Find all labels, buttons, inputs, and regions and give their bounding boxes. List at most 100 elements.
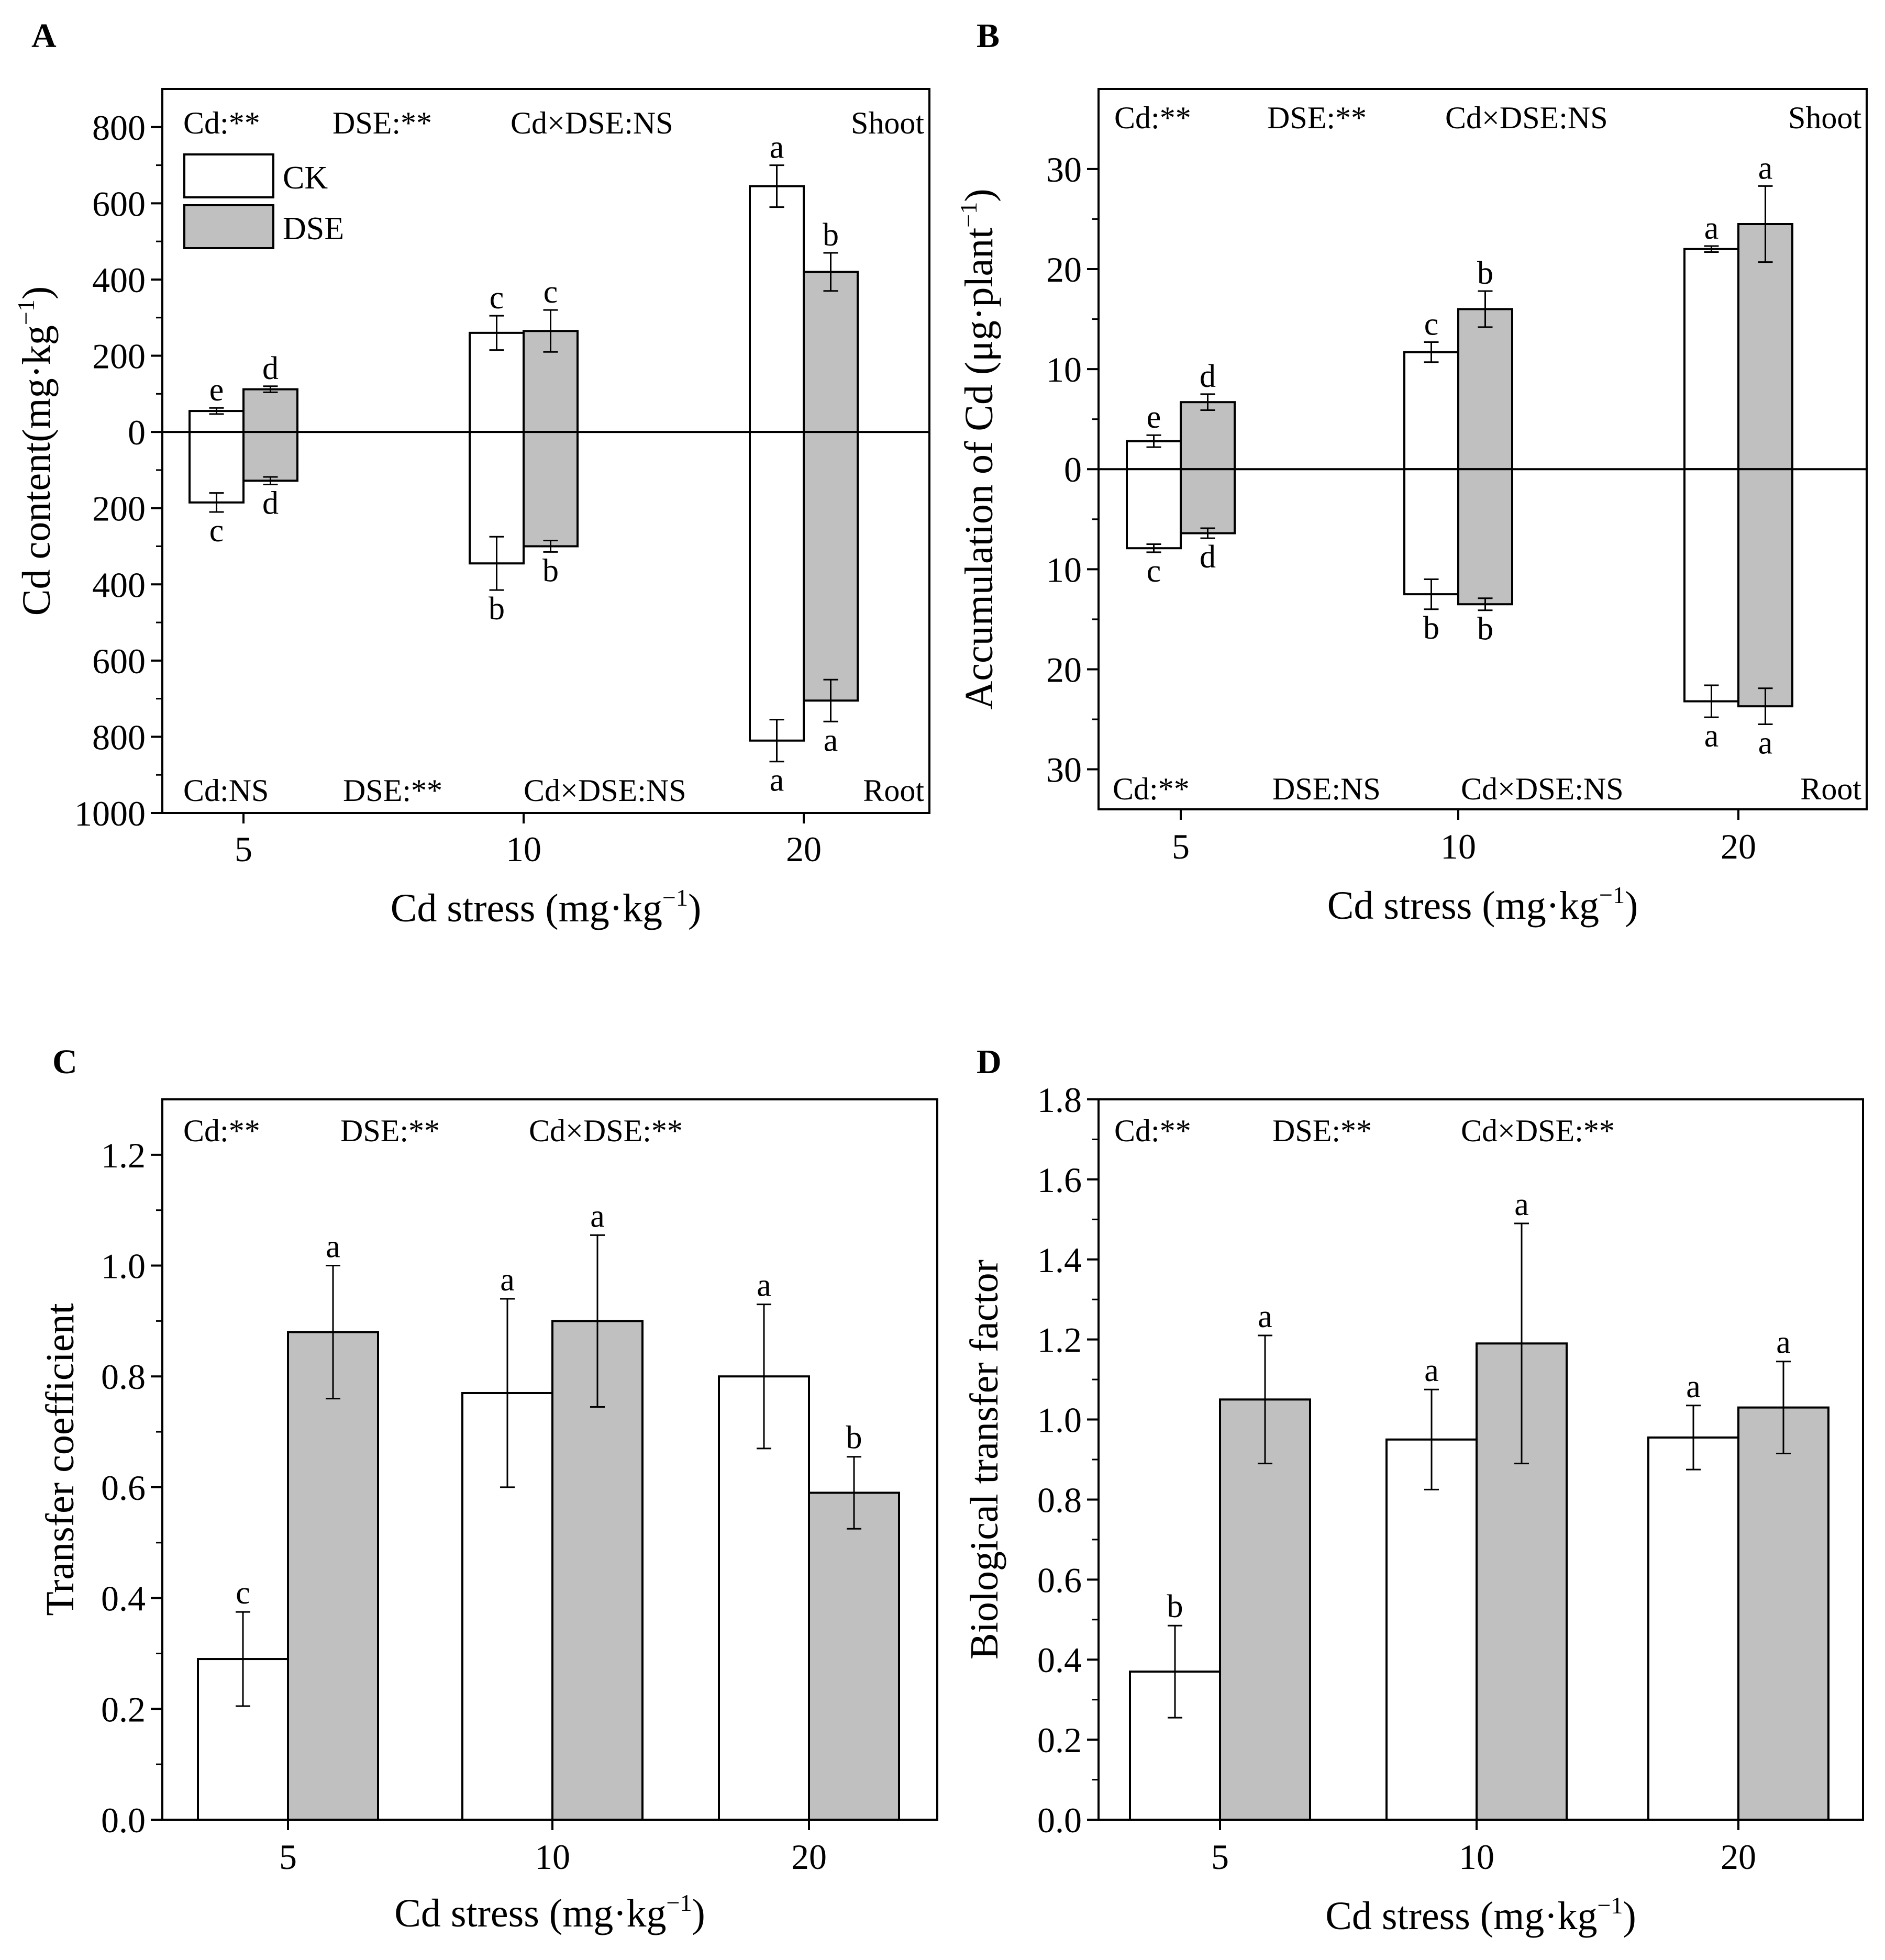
y-tick-label: 0.6 — [1037, 1560, 1082, 1600]
bar-dse — [287, 1331, 379, 1821]
x-tick-label: 10 — [535, 1837, 570, 1877]
sig-letter: a — [770, 130, 784, 165]
stat-label-top: Cd×DSE:NS — [511, 106, 673, 140]
bar-ck-shoot — [1683, 248, 1739, 471]
stat-label-top: DSE:** — [1267, 101, 1367, 135]
x-tick-label: 5 — [1211, 1837, 1229, 1877]
panel-letter: D — [977, 1043, 1002, 1081]
bar-dse-root — [523, 431, 579, 548]
sig-letter: a — [1424, 1353, 1439, 1388]
y-tick-label: 400 — [92, 260, 146, 300]
sig-letter: c — [209, 513, 224, 549]
y-tick-label: 200 — [92, 337, 146, 376]
sig-letter: d — [262, 351, 279, 386]
sig-letter: e — [1147, 399, 1161, 435]
stat-label-top: Cd×DSE:NS — [1445, 101, 1608, 135]
sig-letter: a — [1704, 210, 1719, 246]
stat-label-top: Cd:** — [183, 1113, 260, 1148]
y-tick-label: 1.0 — [1037, 1400, 1082, 1440]
bar-ck — [1647, 1436, 1739, 1821]
y-tick-label: 0.0 — [101, 1800, 146, 1840]
x-tick-label: 5 — [235, 829, 252, 869]
x-tick-label: 20 — [786, 829, 822, 869]
y-tick-label: 0.6 — [101, 1468, 146, 1508]
y-tick-label: 400 — [92, 565, 146, 605]
stat-label-bottom: DSE:NS — [1272, 772, 1381, 806]
bar-ck-root — [188, 431, 245, 504]
panel-c: C 0.0 0.2 0.4 0.6 0.8 1.0 1.2 5 10 20 Cd stress (mg… — [38, 1043, 938, 1935]
panel-letter: B — [977, 17, 1000, 55]
stat-label-bottom: Cd:** — [1113, 772, 1190, 806]
bar-ck-root — [749, 431, 805, 742]
bar-dse-root — [242, 431, 298, 482]
bar-ck — [1385, 1438, 1478, 1821]
sig-letter: b — [1477, 255, 1493, 291]
stat-label-top: DSE:** — [1272, 1113, 1372, 1148]
bar-ck-shoot — [749, 185, 805, 433]
sig-letter: c — [544, 274, 558, 310]
sig-letter: c — [490, 280, 504, 316]
y-axis-title: Cd content(mg·kg−1) — [13, 286, 59, 616]
stat-label-top: Cd×DSE:** — [529, 1113, 683, 1148]
bar-dse-shoot — [803, 271, 859, 433]
y-tick-label: 0.4 — [101, 1579, 146, 1619]
sig-letter: b — [1477, 611, 1493, 647]
y-axis-title: Accumulation of Cd (μg·plant−1) — [955, 188, 1001, 709]
stat-label-top: DSE:** — [340, 1113, 440, 1148]
x-tick-label: 20 — [1721, 1837, 1756, 1877]
bar-dse-shoot — [1737, 223, 1793, 471]
sig-letter: a — [1758, 150, 1773, 186]
stat-label-bottom: DSE:** — [343, 773, 442, 808]
legend-label-dse: DSE — [283, 211, 344, 247]
stat-label-top: Cd:** — [183, 106, 260, 140]
sig-letter: e — [209, 372, 224, 408]
bar-ck-root — [1126, 468, 1182, 550]
y-tick-label: 0.8 — [1037, 1480, 1082, 1520]
bar-dse-root — [1180, 468, 1236, 534]
bar-dse-root — [1457, 468, 1513, 606]
x-axis-title: Cd stress (mg·kg−1) — [391, 884, 702, 930]
panel-letter: A — [31, 17, 57, 55]
stat-label-bottom: Cd×DSE:NS — [1461, 772, 1624, 806]
y-tick-label: 0.4 — [1037, 1640, 1082, 1680]
plot-frame — [1097, 88, 1868, 810]
sig-letter: d — [1200, 359, 1216, 394]
bar-dse-root — [1737, 468, 1793, 708]
sig-letter: a — [1258, 1299, 1272, 1334]
sig-letter: a — [1686, 1369, 1701, 1405]
y-tick-label: 600 — [92, 641, 146, 681]
y-tick-label: 0.2 — [101, 1689, 146, 1729]
legend-swatch-ck — [183, 153, 274, 198]
x-tick-label: 10 — [1440, 827, 1476, 866]
sig-letter: a — [1758, 726, 1773, 761]
sig-letter: a — [500, 1262, 515, 1298]
sig-letter: a — [1704, 718, 1719, 754]
y-axis-title: Biological transfer factor — [962, 1260, 1006, 1660]
plot-frame — [161, 88, 930, 814]
sig-letter: c — [1147, 553, 1161, 589]
stat-label-bottom: Cd×DSE:NS — [524, 773, 686, 808]
y-tick-label: 1.8 — [1037, 1080, 1082, 1120]
bar-ck-shoot — [1126, 440, 1182, 471]
sig-letter: a — [824, 722, 838, 758]
y-tick-label: 30 — [1046, 750, 1082, 790]
y-tick-label: 800 — [92, 108, 146, 148]
bar-dse — [808, 1491, 900, 1821]
panel-d: D 0.0 0.2 0.4 0.6 0.8 1.0 1.2 1.4 1.6 1.8 5 10 20 Cd s… — [962, 1043, 1864, 1938]
stat-label-bottom: Root — [1800, 772, 1861, 806]
sig-letter: a — [757, 1268, 771, 1304]
y-tick-label: 10 — [1046, 350, 1082, 389]
sig-letter: a — [590, 1198, 605, 1234]
y-tick-label: 1000 — [74, 794, 146, 833]
legend-label-ck: CK — [283, 160, 328, 196]
bar-dse-root — [803, 431, 859, 702]
y-tick-label: 800 — [92, 717, 146, 757]
y-tick-label: 1.4 — [1037, 1240, 1082, 1280]
bar-ck-root — [1403, 468, 1459, 596]
y-tick-label: 10 — [1046, 550, 1082, 589]
x-tick-label: 10 — [1459, 1837, 1494, 1877]
stat-label-top: Shoot — [851, 106, 924, 140]
y-tick-label: 200 — [92, 489, 146, 529]
x-tick-label: 20 — [791, 1837, 827, 1877]
